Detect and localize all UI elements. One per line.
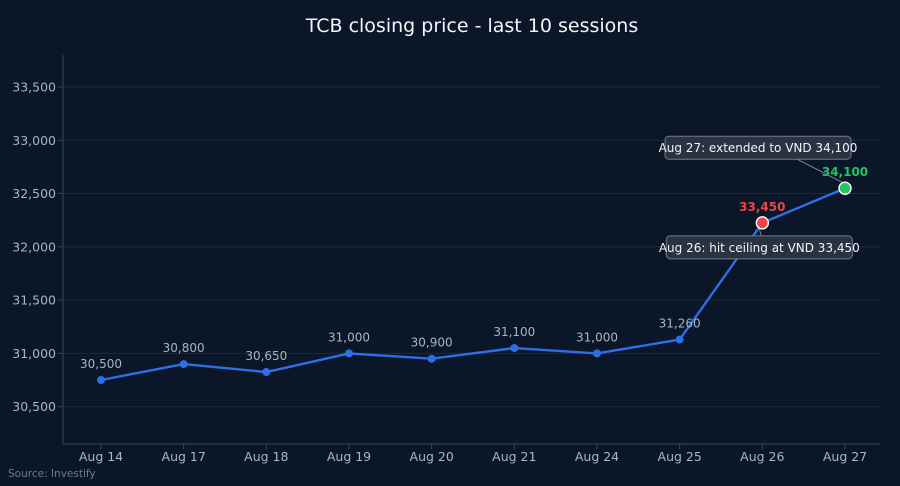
data-point bbox=[427, 354, 436, 363]
x-tick-label: Aug 24 bbox=[575, 449, 619, 464]
y-tick-label: 33,000 bbox=[12, 133, 56, 148]
annotation-arrow bbox=[758, 228, 762, 236]
highlight-point bbox=[755, 216, 770, 230]
annotation-box bbox=[664, 135, 852, 160]
annotation-text: Aug 27: extended to VND 34,100 bbox=[659, 141, 858, 155]
annotation-layer: Aug 27: extended to VND 34,100 Aug 26: hi… bbox=[659, 135, 860, 260]
data-label: 31,260 bbox=[659, 317, 701, 331]
data-label: 30,650 bbox=[245, 349, 287, 363]
label-layer: 30,500 30,800 30,650 31,000 30,900 31,100 31,0… bbox=[80, 165, 868, 371]
x-tick-label: Aug 26 bbox=[740, 449, 784, 464]
data-label-highlight: 34,100 bbox=[822, 165, 868, 179]
data-point bbox=[593, 349, 601, 358]
data-point bbox=[97, 376, 105, 385]
series-layer bbox=[97, 181, 852, 385]
chart-title: TCB closing price - last 10 sessions bbox=[305, 15, 638, 37]
data-point bbox=[262, 368, 271, 377]
x-tick-label: Aug 17 bbox=[162, 449, 206, 464]
x-tick-label: Aug 27 bbox=[823, 449, 867, 464]
highlight-point bbox=[838, 181, 852, 195]
annotation-arrow bbox=[796, 158, 843, 183]
data-point bbox=[675, 335, 684, 344]
y-tick-label: 33,500 bbox=[12, 79, 56, 94]
data-label: 30,800 bbox=[163, 341, 205, 355]
data-point bbox=[345, 349, 353, 358]
y-tick-label: 30,500 bbox=[12, 399, 56, 414]
y-tick-label: 31,500 bbox=[12, 293, 56, 308]
x-tick-label: Aug 21 bbox=[492, 449, 536, 464]
source-note: Source: Investify bbox=[8, 468, 96, 480]
y-tick-label: 32,500 bbox=[12, 186, 56, 201]
x-tick-label: Aug 14 bbox=[79, 449, 123, 464]
y-tick-label: 32,000 bbox=[12, 239, 56, 254]
data-label: 31,000 bbox=[328, 330, 370, 344]
grid-layer bbox=[63, 86, 880, 408]
data-label-highlight: 33,450 bbox=[739, 200, 785, 214]
annotation-box bbox=[665, 235, 853, 260]
annotation-text: Aug 26: hit ceiling at VND 33,450 bbox=[659, 241, 860, 255]
x-tick-label: Aug 18 bbox=[244, 449, 288, 464]
data-label: 31,000 bbox=[576, 330, 618, 344]
x-tick-label: Aug 20 bbox=[410, 449, 454, 464]
x-tick-label: Aug 25 bbox=[658, 449, 702, 464]
y-tick-label: 31,000 bbox=[12, 346, 56, 361]
data-label: 30,900 bbox=[411, 336, 453, 350]
axis-layer: 30,500 31,000 31,500 32,000 32,500 33,000 33,5… bbox=[12, 55, 880, 464]
data-point bbox=[510, 344, 519, 353]
data-label: 30,500 bbox=[80, 357, 122, 371]
x-tick-label: Aug 19 bbox=[327, 449, 371, 464]
data-point bbox=[179, 360, 188, 369]
data-label: 31,100 bbox=[493, 325, 535, 339]
price-line bbox=[99, 187, 847, 382]
